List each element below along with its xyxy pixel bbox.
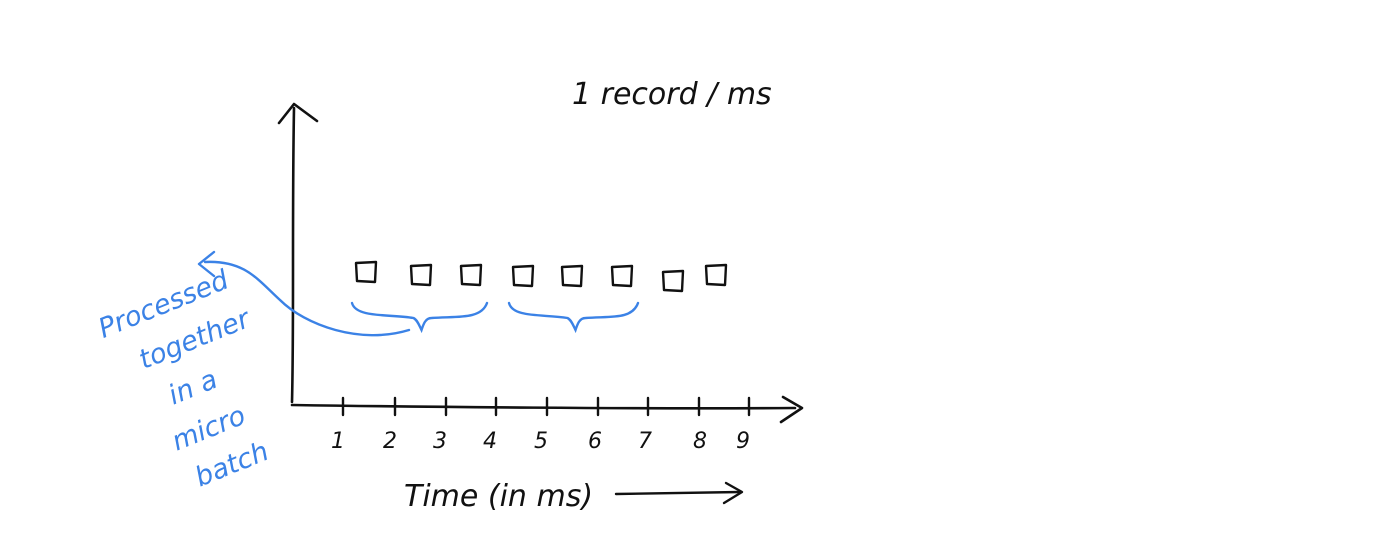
x-axis-tick-label: 3 <box>433 429 447 454</box>
x-axis-label: Time (in ms) <box>404 479 593 514</box>
annotation-arrow <box>203 260 411 337</box>
annotation-line: in a <box>164 364 222 411</box>
x-axis-tick-label: 6 <box>588 429 602 454</box>
time-arrow <box>614 490 742 496</box>
x-axis-tick-label: 1 <box>331 429 345 454</box>
batch-brace <box>350 301 489 334</box>
time-arrowhead <box>722 481 744 505</box>
y-axis <box>290 106 296 404</box>
batch-braces <box>350 301 640 334</box>
records <box>354 260 728 293</box>
x-axis-tick-labels: 1 2 3 4 5 6 7 8 9 <box>331 429 750 454</box>
y-axis-arrowhead <box>277 102 319 125</box>
x-axis-tick-label: 7 <box>638 429 652 454</box>
x-axis-ticks <box>341 396 751 417</box>
record-box <box>704 263 728 287</box>
x-axis-tick-label: 5 <box>534 429 548 454</box>
diagram-title: 1 record / ms <box>572 77 772 112</box>
x-axis-tick-label: 9 <box>736 429 750 454</box>
record-box <box>459 263 483 287</box>
record-box <box>409 263 433 287</box>
record-box <box>354 260 378 284</box>
x-axis <box>290 403 797 410</box>
annotation-text: Processed together in a micro batch <box>94 264 273 493</box>
x-axis-tick-label: 4 <box>483 429 497 454</box>
record-box <box>661 269 685 293</box>
batch-brace <box>507 301 640 334</box>
x-axis-arrowhead <box>779 395 804 424</box>
annotation-arrowhead <box>197 250 216 278</box>
record-box <box>511 264 535 288</box>
x-axis-tick-label: 2 <box>383 429 397 454</box>
record-box <box>610 264 634 288</box>
record-box <box>560 264 584 288</box>
x-axis-tick-label: 8 <box>693 429 707 454</box>
